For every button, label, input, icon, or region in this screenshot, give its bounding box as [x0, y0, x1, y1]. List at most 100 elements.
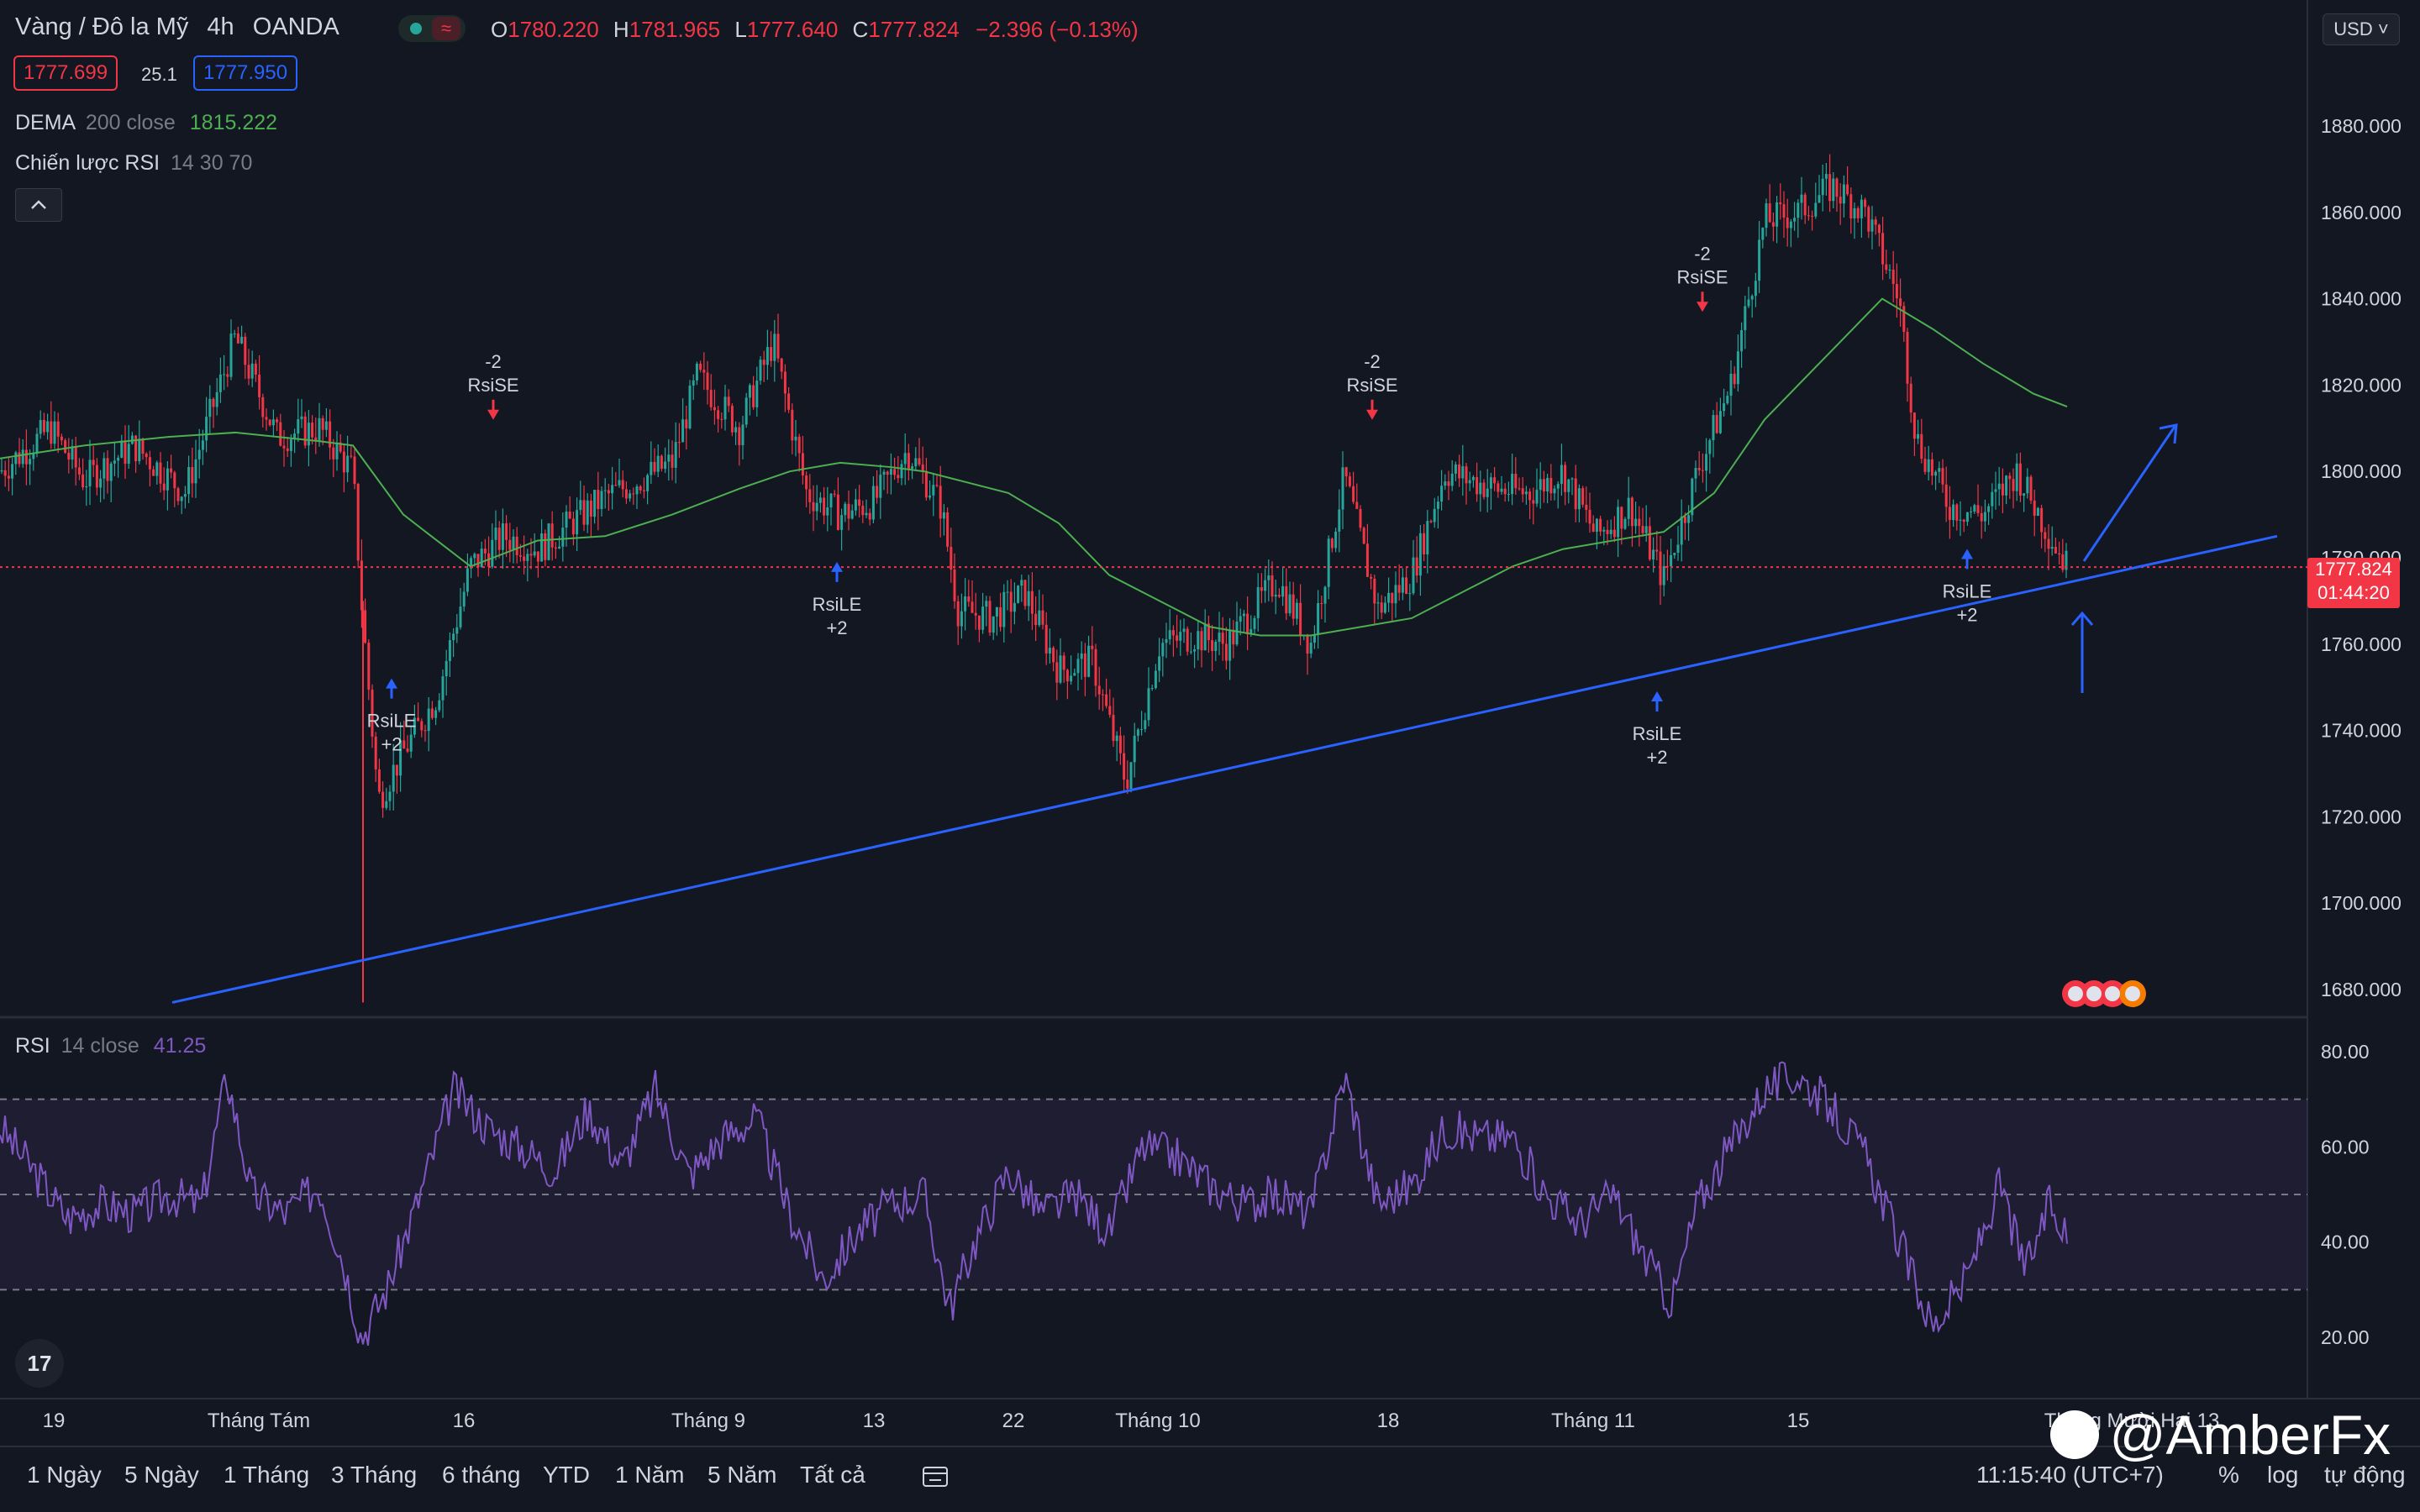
trendline[interactable]: [171, 534, 2278, 1004]
time-tick-label: Tháng Tám: [207, 1410, 311, 1432]
arrow-down-icon: [1366, 409, 1378, 420]
candle-body: [501, 523, 504, 550]
candle-body: [1009, 591, 1013, 612]
rsi-axis[interactable]: 80.00 60.00 40.00 20.00: [2321, 1041, 2370, 1348]
candle-body: [250, 363, 254, 379]
candle-body: [1771, 222, 1775, 227]
countdown-value: 01:44:20: [2317, 582, 2390, 603]
candle-body: [985, 601, 988, 607]
dema-line: [0, 297, 2068, 637]
signal-qty: +2: [381, 734, 402, 755]
range-button[interactable]: YTD: [543, 1462, 590, 1488]
candle-body: [1581, 488, 1585, 505]
candle-body: [1348, 476, 1351, 486]
collapse-legend-button[interactable]: [15, 188, 62, 222]
candle-body: [818, 497, 822, 503]
sell-button[interactable]: 1777.699: [13, 55, 118, 91]
tradingview-logo-icon[interactable]: 17: [15, 1339, 64, 1388]
short-entry-signal: -2 RsiSE: [467, 351, 519, 420]
candle-body: [568, 512, 571, 519]
candle-body: [561, 528, 565, 547]
signal-label: RsiSE: [1346, 375, 1397, 396]
arrow-up-icon: [831, 561, 843, 572]
percent-toggle[interactable]: %: [2218, 1462, 2239, 1488]
range-button[interactable]: 1 Tháng: [224, 1462, 310, 1488]
candle-body: [1140, 728, 1144, 730]
candle-body: [667, 454, 671, 462]
clock-timezone[interactable]: 11:15:40 (UTC+7): [1976, 1462, 2164, 1488]
strategy-legend[interactable]: Chiến lược RSI 14 30 70: [15, 151, 253, 175]
range-button[interactable]: 1 Năm: [615, 1462, 685, 1488]
candle-body: [371, 689, 374, 737]
dema-legend[interactable]: DEMA 200 close 1815.222: [15, 111, 278, 134]
candle-body: [162, 483, 166, 491]
candle-body: [1849, 194, 1853, 219]
currency-button[interactable]: USD ˅: [2323, 13, 2400, 45]
candle-body: [35, 433, 39, 454]
buy-button[interactable]: 1777.950: [193, 55, 298, 91]
candle-body: [1535, 490, 1539, 504]
symbol-title[interactable]: Vàng / Đô la Mỹ 4h OANDA: [15, 13, 339, 41]
candle-body: [765, 347, 769, 365]
candle-body: [215, 391, 218, 407]
candle-body: [120, 440, 124, 458]
range-button[interactable]: 1 Ngày: [27, 1462, 102, 1488]
rsi-band-background: [0, 1098, 2307, 1291]
candle-body: [194, 459, 197, 484]
candle-body: [1006, 591, 1009, 593]
candle-body: [434, 710, 438, 718]
auto-scale-toggle[interactable]: tự động: [2324, 1462, 2406, 1488]
candle-body: [967, 596, 971, 602]
goto-date-icon[interactable]: [921, 1463, 951, 1490]
candle-body: [529, 554, 533, 556]
candle-body: [148, 457, 151, 470]
candle-body: [2047, 538, 2050, 549]
range-button[interactable]: 3 Tháng: [331, 1462, 418, 1488]
market-status-pill[interactable]: ≈: [398, 15, 466, 42]
rsi-legend[interactable]: RSI 14 close 41.25: [15, 1034, 207, 1058]
candle-body: [1070, 675, 1073, 682]
candle-body: [1144, 720, 1147, 729]
candle-body: [318, 417, 321, 441]
candle-body: [1394, 585, 1397, 604]
range-button[interactable]: Tất cả: [800, 1462, 865, 1488]
spread-value: 25.1: [141, 64, 177, 85]
candle-body: [2008, 475, 2012, 480]
rsi-tick-label: 80.00: [2321, 1041, 2370, 1063]
candle-body: [236, 333, 239, 344]
log-toggle[interactable]: log: [2267, 1462, 2299, 1488]
arrow-up-icon: [386, 678, 397, 689]
candle-body: [364, 610, 367, 643]
candle-body: [1514, 474, 1518, 489]
candle-body: [1486, 488, 1489, 497]
candle-body: [576, 510, 579, 535]
range-button[interactable]: 5 Năm: [708, 1462, 777, 1488]
candle-body: [1620, 507, 1623, 529]
candle-body: [550, 523, 554, 548]
range-button[interactable]: 6 tháng: [442, 1462, 521, 1488]
candle-body: [889, 469, 892, 475]
candle-body: [395, 764, 398, 776]
candle-body: [1609, 529, 1612, 534]
candle-body: [1564, 465, 1567, 492]
price-tick-label: 1700.000: [2321, 892, 2402, 914]
delayed-data-icon: ≈: [432, 17, 460, 40]
event-icons[interactable]: [2062, 980, 2146, 1007]
candle-body: [335, 442, 339, 459]
candle-body: [1203, 623, 1207, 651]
candle-body: [706, 372, 709, 391]
signal-label: RsiSE: [467, 375, 518, 396]
candle-body: [1076, 659, 1080, 674]
candle-body: [797, 436, 801, 454]
drawn-arrows[interactable]: [2070, 423, 2178, 693]
candle-body: [780, 358, 783, 372]
candle-body: [586, 500, 589, 525]
candle-body: [2005, 475, 2008, 496]
symbol-name: Vàng / Đô la Mỹ: [15, 13, 189, 40]
candle-body: [1652, 549, 1655, 560]
candle-body: [911, 466, 914, 470]
candle-body: [946, 512, 950, 547]
candle-body: [1359, 508, 1362, 528]
range-button[interactable]: 5 Ngày: [124, 1462, 199, 1488]
